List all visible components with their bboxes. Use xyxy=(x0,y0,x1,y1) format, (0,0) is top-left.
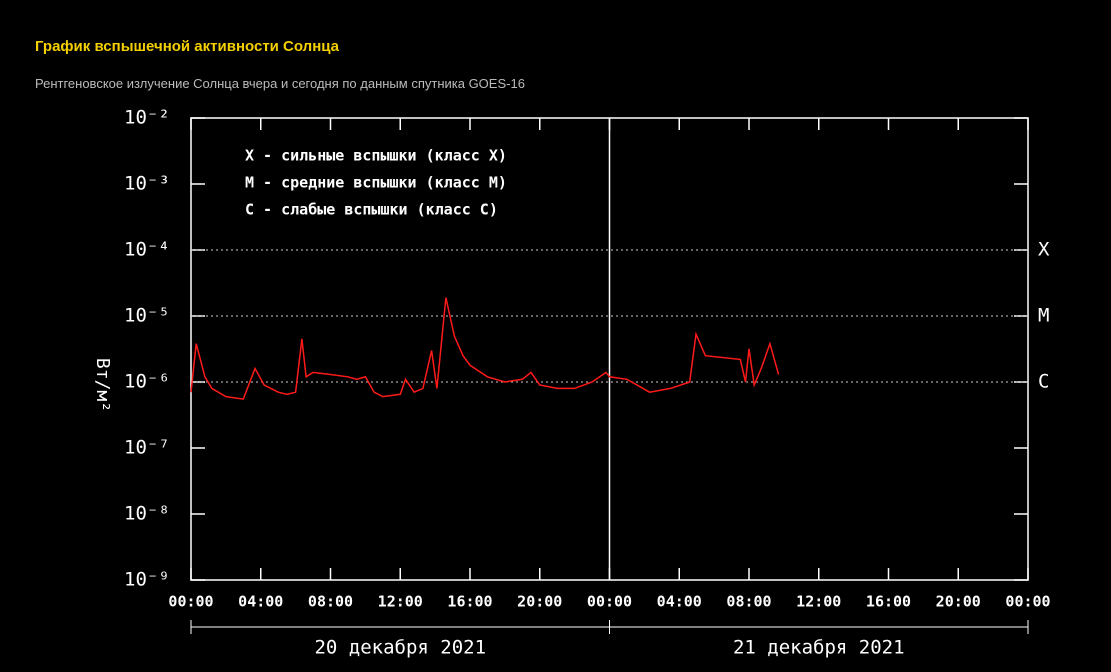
y-tick-label: 10⁻⁴ xyxy=(124,239,170,261)
x-tick-label: 20:00 xyxy=(936,593,981,611)
x-tick-label: 04:00 xyxy=(657,593,702,611)
x-tick-label: 16:00 xyxy=(447,593,492,611)
x-tick-label: 04:00 xyxy=(238,593,283,611)
x-tick-label: 00:00 xyxy=(587,593,632,611)
x-tick-label: 12:00 xyxy=(378,593,423,611)
class-label: C xyxy=(1038,371,1049,393)
y-tick-label: 10⁻⁵ xyxy=(124,305,170,327)
y-tick-label: 10⁻² xyxy=(124,107,170,129)
y-tick-label: 10⁻⁷ xyxy=(124,437,170,459)
y-axis-label: Вт/м² xyxy=(92,358,113,412)
x-tick-label: 08:00 xyxy=(308,593,353,611)
page-subtitle: Рентгеновское излучение Солнца вчера и с… xyxy=(35,76,525,91)
flux-line xyxy=(190,297,780,400)
y-tick-label: 10⁻⁶ xyxy=(124,371,170,393)
day-label: 20 декабря 2021 xyxy=(314,637,486,659)
x-tick-label: 00:00 xyxy=(168,593,213,611)
x-tick-label: 00:00 xyxy=(1005,593,1050,611)
x-tick-label: 08:00 xyxy=(726,593,771,611)
x-tick-label: 16:00 xyxy=(866,593,911,611)
y-tick-label: 10⁻³ xyxy=(124,173,170,195)
legend-line: X - сильные вспышки (класс X) xyxy=(245,147,507,165)
x-tick-label: 20:00 xyxy=(517,593,562,611)
legend-line: M - средние вспышки (класс M) xyxy=(245,174,507,192)
page-title: График вспышечной активности Солнца xyxy=(35,38,340,55)
y-tick-label: 10⁻⁸ xyxy=(124,503,170,525)
y-tick-label: 10⁻⁹ xyxy=(124,569,170,591)
class-label: M xyxy=(1038,305,1049,327)
x-tick-label: 12:00 xyxy=(796,593,841,611)
legend-line: C - слабые вспышки (класс C) xyxy=(245,201,498,219)
class-label: X xyxy=(1038,239,1050,261)
day-label: 21 декабря 2021 xyxy=(733,637,905,659)
